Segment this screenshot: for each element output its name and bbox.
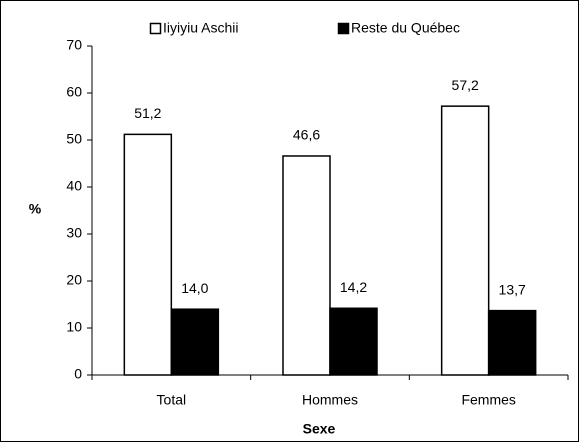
bar (487, 309, 537, 376)
value-label: 46,6 (293, 127, 320, 143)
legend-swatch (149, 22, 162, 35)
value-label: 57,2 (452, 77, 479, 93)
y-tick-label: 30 (66, 225, 82, 241)
value-label: 51,2 (134, 105, 161, 121)
y-tick-label: 50 (66, 131, 82, 147)
y-tick-label: 10 (66, 319, 82, 335)
legend-label: Reste du Québec (351, 20, 460, 36)
y-tick-label: 40 (66, 178, 82, 194)
legend-swatch (337, 22, 350, 35)
y-tick-label: 60 (66, 84, 82, 100)
y-tick-label: 70 (66, 37, 82, 53)
value-label: 14,2 (340, 279, 367, 295)
legend-label: Iiyiyiu Aschii (163, 20, 238, 36)
y-tick-label: 20 (66, 272, 82, 288)
bar (440, 105, 490, 376)
y-tick-label: 0 (74, 366, 82, 382)
x-tick-label: Femmes (461, 392, 515, 408)
x-tick-label: Hommes (302, 392, 358, 408)
value-label: 14,0 (181, 280, 208, 296)
bar (123, 133, 173, 376)
bar (170, 308, 220, 376)
x-tick-label: Total (157, 392, 187, 408)
x-axis-label: Sexe (303, 421, 336, 437)
value-label: 13,7 (499, 281, 526, 297)
y-axis-label: % (29, 201, 42, 217)
bar (329, 307, 378, 376)
bar (282, 155, 331, 376)
